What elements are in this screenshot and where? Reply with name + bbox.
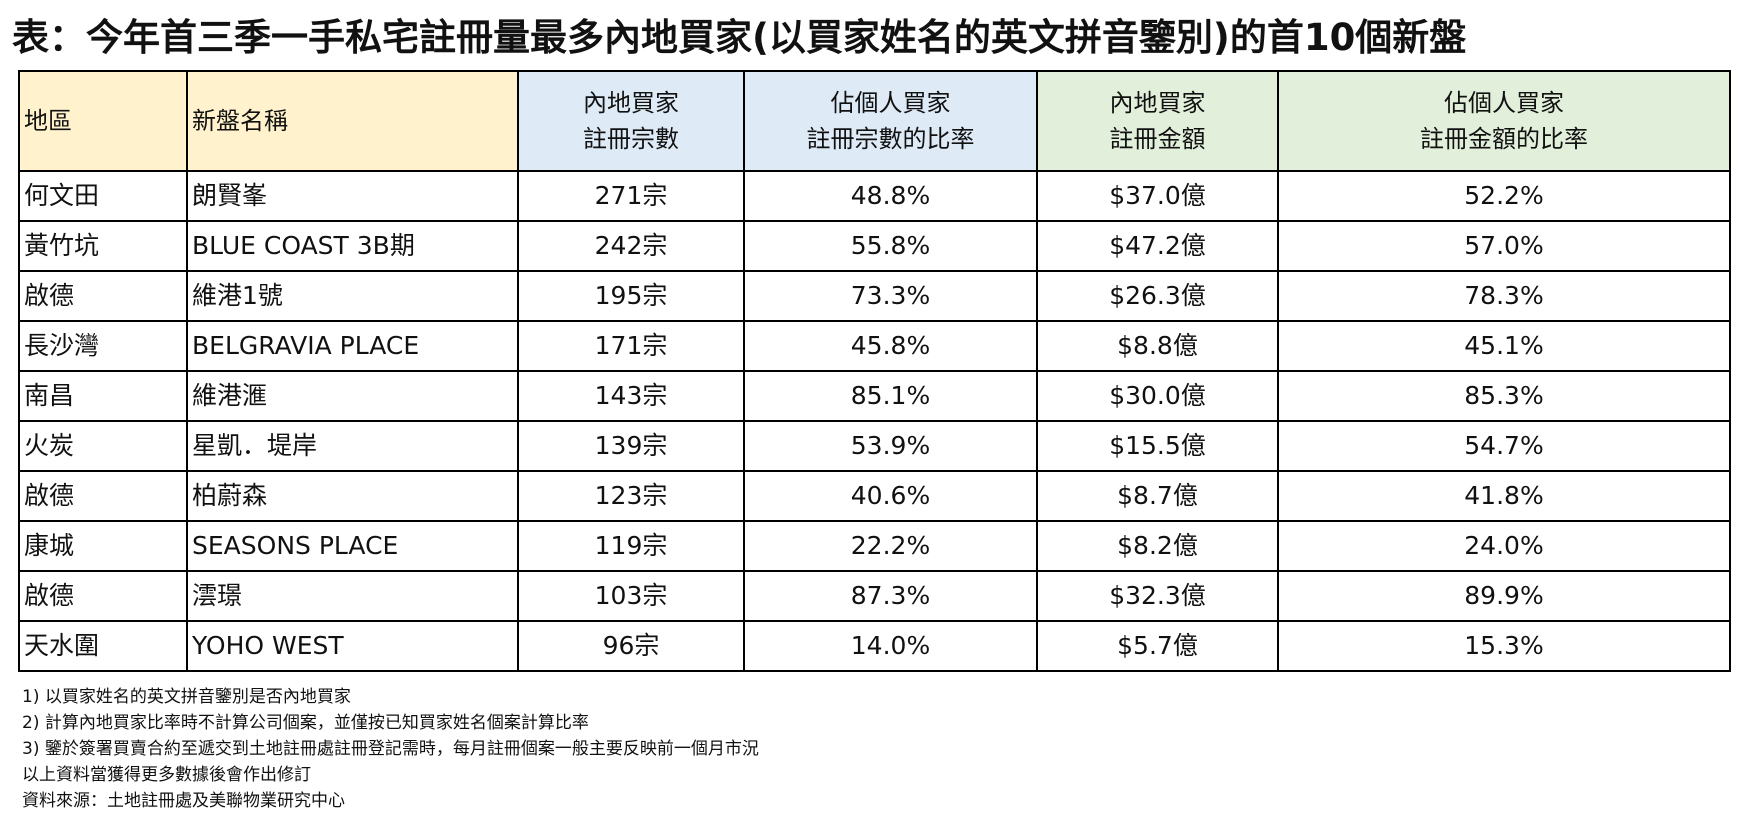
- data-source: 資料來源：土地註冊處及美聯物業研究中心: [22, 791, 345, 811]
- cell-amount-ratio: 54.7%: [1277, 420, 1731, 472]
- cell-count-ratio: 85.1%: [743, 370, 1038, 422]
- header-amount-ratio: 佔個人買家 註冊金額的比率: [1277, 70, 1731, 172]
- footnote-revision: 以上資料當獲得更多數據後會作出修訂: [22, 765, 311, 785]
- table-row: 天水圍 YOHO WEST 96宗 14.0% $5.7億 15.3%: [18, 620, 1731, 672]
- cell-district: 啟德: [18, 470, 188, 522]
- header-count-line2: 註冊宗數: [583, 125, 679, 153]
- footnotes: 1) 以買家姓名的英文拼音鑒別是否內地買家 2) 計算內地買家比率時不計算公司個…: [22, 684, 759, 814]
- header-amount-ratio-line2: 註冊金額的比率: [1420, 125, 1588, 153]
- cell-district: 火炭: [18, 420, 188, 472]
- header-project: 新盤名稱: [186, 70, 519, 172]
- table-row: 長沙灣 BELGRAVIA PLACE 171宗 45.8% $8.8億 45.…: [18, 320, 1731, 372]
- cell-count-ratio: 55.8%: [743, 220, 1038, 272]
- cell-district: 黃竹坑: [18, 220, 188, 272]
- cell-amount-ratio: 15.3%: [1277, 620, 1731, 672]
- cell-amount-ratio: 45.1%: [1277, 320, 1731, 372]
- cell-amount: $8.7億: [1036, 470, 1279, 522]
- page-title: 表：今年首三季一手私宅註冊量最多內地買家(以買家姓名的英文拼音鑒別)的首10個新…: [12, 16, 1467, 59]
- cell-count-ratio: 73.3%: [743, 270, 1038, 322]
- footnote-3: 3) 鑒於簽署買賣合約至遞交到土地註冊處註冊登記需時，每月註冊個案一般主要反映前…: [22, 739, 759, 759]
- cell-project: 星凱．堤岸: [186, 420, 519, 472]
- cell-district: 康城: [18, 520, 188, 572]
- cell-count-ratio: 48.8%: [743, 170, 1038, 222]
- header-amount-line1: 內地買家: [1109, 89, 1206, 117]
- cell-amount: $30.0億: [1036, 370, 1279, 422]
- cell-amount-ratio: 78.3%: [1277, 270, 1731, 322]
- cell-count: 96宗: [517, 620, 745, 672]
- header-count-ratio-line2: 註冊宗數的比率: [806, 125, 975, 153]
- cell-project: YOHO WEST: [186, 620, 519, 672]
- cell-amount: $37.0億: [1036, 170, 1279, 222]
- cell-project: 澐璟: [186, 570, 519, 622]
- cell-project: 維港滙: [186, 370, 519, 422]
- table-row: 黃竹坑 BLUE COAST 3B期 242宗 55.8% $47.2億 57.…: [18, 220, 1731, 272]
- cell-project: 維港1號: [186, 270, 519, 322]
- cell-amount-ratio: 52.2%: [1277, 170, 1731, 222]
- cell-count-ratio: 40.6%: [743, 470, 1038, 522]
- cell-count-ratio: 87.3%: [743, 570, 1038, 622]
- header-count-ratio-line1: 佔個人買家: [830, 89, 951, 117]
- table-header-row: 地區 新盤名稱 內地買家 註冊宗數 佔個人買家 註冊宗數的比率 內地買家 註冊金…: [18, 70, 1731, 172]
- footnote-1: 1) 以買家姓名的英文拼音鑒別是否內地買家: [22, 687, 351, 707]
- cell-district: 天水圍: [18, 620, 188, 672]
- cell-count: 195宗: [517, 270, 745, 322]
- cell-amount: $8.8億: [1036, 320, 1279, 372]
- table-row: 啟德 維港1號 195宗 73.3% $26.3億 78.3%: [18, 270, 1731, 322]
- cell-district: 啟德: [18, 570, 188, 622]
- cell-district: 何文田: [18, 170, 188, 222]
- cell-count-ratio: 53.9%: [743, 420, 1038, 472]
- cell-amount: $47.2億: [1036, 220, 1279, 272]
- table-row: 火炭 星凱．堤岸 139宗 53.9% $15.5億 54.7%: [18, 420, 1731, 472]
- cell-amount-ratio: 57.0%: [1277, 220, 1731, 272]
- cell-count: 271宗: [517, 170, 745, 222]
- cell-project: 朗賢峯: [186, 170, 519, 222]
- cell-amount: $15.5億: [1036, 420, 1279, 472]
- cell-project: BELGRAVIA PLACE: [186, 320, 519, 372]
- header-count: 內地買家 註冊宗數: [517, 70, 745, 172]
- data-table: 地區 新盤名稱 內地買家 註冊宗數 佔個人買家 註冊宗數的比率 內地買家 註冊金…: [18, 70, 1731, 672]
- cell-district: 南昌: [18, 370, 188, 422]
- cell-district: 長沙灣: [18, 320, 188, 372]
- cell-count-ratio: 45.8%: [743, 320, 1038, 372]
- cell-count: 123宗: [517, 470, 745, 522]
- footnote-2: 2) 計算內地買家比率時不計算公司個案，並僅按已知買家姓名個案計算比率: [22, 713, 589, 733]
- table-row: 啟德 澐璟 103宗 87.3% $32.3億 89.9%: [18, 570, 1731, 622]
- cell-count: 103宗: [517, 570, 745, 622]
- cell-project: 柏蔚森: [186, 470, 519, 522]
- cell-project: BLUE COAST 3B期: [186, 220, 519, 272]
- table-row: 康城 SEASONS PLACE 119宗 22.2% $8.2億 24.0%: [18, 520, 1731, 572]
- header-count-line1: 內地買家: [583, 89, 679, 117]
- cell-amount-ratio: 85.3%: [1277, 370, 1731, 422]
- cell-count: 242宗: [517, 220, 745, 272]
- cell-amount: $5.7億: [1036, 620, 1279, 672]
- cell-count-ratio: 22.2%: [743, 520, 1038, 572]
- cell-count-ratio: 14.0%: [743, 620, 1038, 672]
- header-district: 地區: [18, 70, 188, 172]
- cell-amount: $32.3億: [1036, 570, 1279, 622]
- cell-count: 139宗: [517, 420, 745, 472]
- header-amount: 內地買家 註冊金額: [1036, 70, 1279, 172]
- cell-count: 171宗: [517, 320, 745, 372]
- cell-count: 119宗: [517, 520, 745, 572]
- cell-project: SEASONS PLACE: [186, 520, 519, 572]
- table-row: 何文田 朗賢峯 271宗 48.8% $37.0億 52.2%: [18, 170, 1731, 222]
- cell-amount: $8.2億: [1036, 520, 1279, 572]
- header-amount-line2: 註冊金額: [1109, 125, 1206, 153]
- cell-district: 啟德: [18, 270, 188, 322]
- cell-count: 143宗: [517, 370, 745, 422]
- header-count-ratio: 佔個人買家 註冊宗數的比率: [743, 70, 1038, 172]
- table-row: 南昌 維港滙 143宗 85.1% $30.0億 85.3%: [18, 370, 1731, 422]
- cell-amount: $26.3億: [1036, 270, 1279, 322]
- cell-amount-ratio: 41.8%: [1277, 470, 1731, 522]
- cell-amount-ratio: 24.0%: [1277, 520, 1731, 572]
- table-row: 啟德 柏蔚森 123宗 40.6% $8.7億 41.8%: [18, 470, 1731, 522]
- cell-amount-ratio: 89.9%: [1277, 570, 1731, 622]
- header-amount-ratio-line1: 佔個人買家: [1444, 89, 1564, 117]
